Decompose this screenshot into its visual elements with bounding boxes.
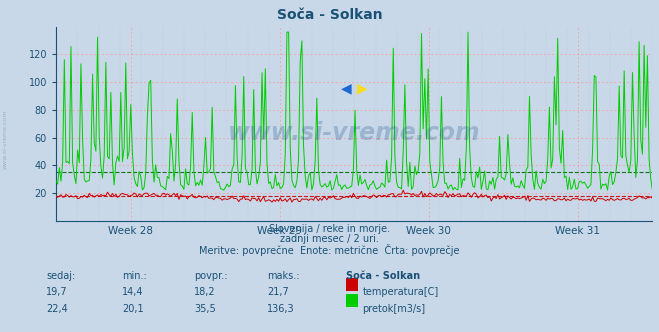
Text: 20,1: 20,1 <box>122 304 144 314</box>
Text: pretok[m3/s]: pretok[m3/s] <box>362 304 426 314</box>
Text: 14,4: 14,4 <box>122 287 144 297</box>
Text: 18,2: 18,2 <box>194 287 216 297</box>
Text: ◀: ◀ <box>341 82 351 96</box>
Text: sedaj:: sedaj: <box>46 271 75 281</box>
Text: Slovenija / reke in morje.: Slovenija / reke in morje. <box>269 224 390 234</box>
Text: maks.:: maks.: <box>267 271 299 281</box>
Text: zadnji mesec / 2 uri.: zadnji mesec / 2 uri. <box>280 234 379 244</box>
Text: www.si-vreme.com: www.si-vreme.com <box>228 122 480 145</box>
Text: www.si-vreme.com: www.si-vreme.com <box>3 110 8 169</box>
Text: povpr.:: povpr.: <box>194 271 228 281</box>
Text: ▶: ▶ <box>357 82 368 96</box>
Text: 22,4: 22,4 <box>46 304 68 314</box>
Text: 136,3: 136,3 <box>267 304 295 314</box>
Text: temperatura[C]: temperatura[C] <box>362 287 439 297</box>
Text: min.:: min.: <box>122 271 147 281</box>
Text: 35,5: 35,5 <box>194 304 216 314</box>
Text: Meritve: povprečne  Enote: metrične  Črta: povprečje: Meritve: povprečne Enote: metrične Črta:… <box>199 244 460 256</box>
Text: 19,7: 19,7 <box>46 287 68 297</box>
Text: Soča - Solkan: Soča - Solkan <box>346 271 420 281</box>
Text: 21,7: 21,7 <box>267 287 289 297</box>
Text: Soča - Solkan: Soča - Solkan <box>277 8 382 22</box>
